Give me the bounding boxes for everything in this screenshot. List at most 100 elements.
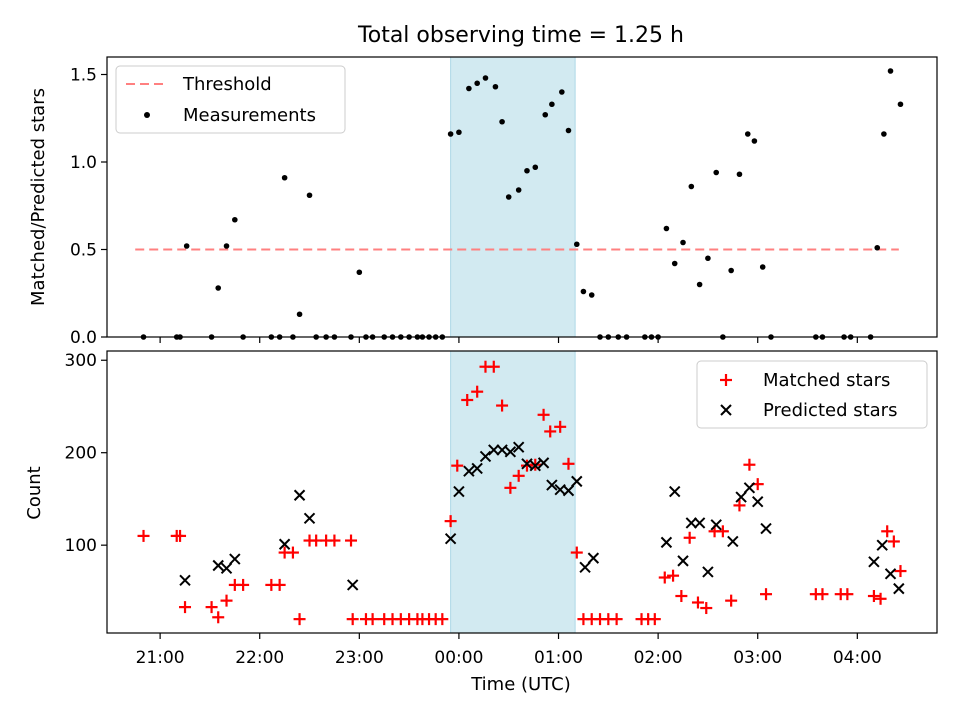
predicted-star-stroke <box>562 484 575 497</box>
predicted-star-stroke <box>537 457 550 469</box>
matched-star-point <box>874 592 887 605</box>
predicted-star-stroke <box>587 552 600 564</box>
predicted-star-point <box>512 441 525 453</box>
predicted-star-stroke <box>884 568 897 580</box>
measurement-point <box>573 241 580 248</box>
measurement-point <box>524 167 530 174</box>
matched-star-point <box>691 596 704 609</box>
bottom-y-tick-label: 200 <box>65 444 97 464</box>
measurement-point <box>505 194 512 200</box>
predicted-star-point <box>752 496 764 508</box>
bottom-x-tick-label: 21:00 <box>136 648 185 668</box>
top-legend: Threshold Measurements <box>115 65 346 134</box>
measurement-point <box>565 127 572 134</box>
matched-star-point <box>461 394 474 407</box>
predicted-star-point <box>693 517 706 529</box>
predicted-star-point <box>521 458 533 470</box>
matched-star-point <box>346 613 359 626</box>
predicted-star-stroke <box>743 482 756 494</box>
predicted-star-stroke <box>453 485 465 498</box>
predicted-star-stroke <box>504 446 517 458</box>
measurement-point <box>663 225 670 232</box>
predicted-star-point <box>893 582 905 595</box>
matched-star-point <box>544 425 557 438</box>
predicted-star-stroke <box>660 536 673 549</box>
predicted-star-point <box>876 539 888 551</box>
measurement-point <box>696 281 703 288</box>
matched-star-point <box>841 588 854 601</box>
predicted-star-stroke <box>278 538 291 550</box>
top-y-tick-label: 1.0 <box>70 153 97 173</box>
predicted-star-point <box>504 446 517 458</box>
measurement-point <box>688 183 695 190</box>
matched-stars-points <box>137 360 907 626</box>
matched-star-point <box>816 588 829 601</box>
matched-star-point <box>451 459 464 472</box>
predicted-legend-marker <box>720 404 732 416</box>
matched-star-point <box>683 531 696 544</box>
predicted-star-point <box>579 561 591 574</box>
matched-star-point <box>537 408 550 421</box>
measurement-point <box>588 292 595 298</box>
measurement-point <box>492 83 499 90</box>
measurement-point <box>482 75 489 81</box>
matched-star-point <box>366 613 379 626</box>
top-title: Total observing time = 1.25 h <box>357 23 684 48</box>
top-y-tick-label: 0.0 <box>70 328 97 348</box>
matched-star-point <box>328 534 341 547</box>
measurement-point <box>232 216 238 223</box>
measurement-point <box>474 80 480 87</box>
predicted-star-point <box>537 457 550 469</box>
bottom-x-tick-label: 01:00 <box>534 648 583 668</box>
predicted-star-point <box>685 517 698 529</box>
measurements-legend-marker <box>144 112 150 118</box>
matched-star-point <box>554 420 567 433</box>
predicted-star-stroke <box>735 491 747 503</box>
top-panel: Total observing time = 1.25 h 0.0 0.5 1.0 1… <box>28 23 938 348</box>
measurement-point <box>215 285 222 291</box>
measurement-point <box>549 101 555 108</box>
matched-star-point <box>658 571 671 584</box>
threshold-legend-label: Threshold <box>182 74 272 95</box>
matched-star-point <box>273 578 286 591</box>
bottom-x-tick-label: 04:00 <box>833 648 882 668</box>
measurement-point <box>897 101 904 108</box>
bottom-x-axis: 21:00 22:00 23:00 00:00 01:00 02:00 03:00 04:00 <box>136 633 882 668</box>
predicted-star-stroke <box>752 496 764 508</box>
predicted-star-point <box>587 552 600 564</box>
predicted-star-point <box>529 459 541 472</box>
matched-star-point <box>894 565 907 578</box>
predicted-star-point <box>479 450 492 463</box>
top-y-tick-label: 1.5 <box>70 66 97 86</box>
measurement-point <box>705 255 711 262</box>
measurement-point <box>447 131 454 137</box>
matched-star-point <box>570 546 583 559</box>
matched-star-point <box>512 469 525 482</box>
predicted-star-point <box>702 566 714 578</box>
predicted-star-stroke <box>521 458 533 470</box>
predicted-star-stroke <box>220 562 233 574</box>
predicted-star-point <box>884 568 897 580</box>
matched-star-point <box>137 529 150 542</box>
top-axes-frame <box>106 56 938 338</box>
measurement-point <box>515 187 522 193</box>
predicted-star-point <box>488 444 500 456</box>
predicted-star-point <box>562 484 575 497</box>
matched-star-point <box>504 481 517 494</box>
measurement-point <box>680 239 686 246</box>
predicted-star-stroke <box>693 517 706 529</box>
bottom-x-tick-label: 00:00 <box>434 648 483 668</box>
matched-star-point <box>648 613 661 626</box>
measurement-point <box>713 169 720 176</box>
matched-star-point <box>725 594 738 607</box>
matched-legend-label: Matched stars <box>763 370 890 391</box>
top-legend-box <box>115 65 346 134</box>
matched-star-point <box>444 515 457 528</box>
bottom-x-tick-label: 02:00 <box>634 648 683 668</box>
predicted-star-stroke <box>512 441 525 453</box>
predicted-star-stroke <box>293 489 306 501</box>
predicted-star-stroke <box>868 556 880 568</box>
bottom-legend: Matched stars Predicted stars <box>696 360 928 429</box>
predicted-star-stroke <box>710 519 722 531</box>
